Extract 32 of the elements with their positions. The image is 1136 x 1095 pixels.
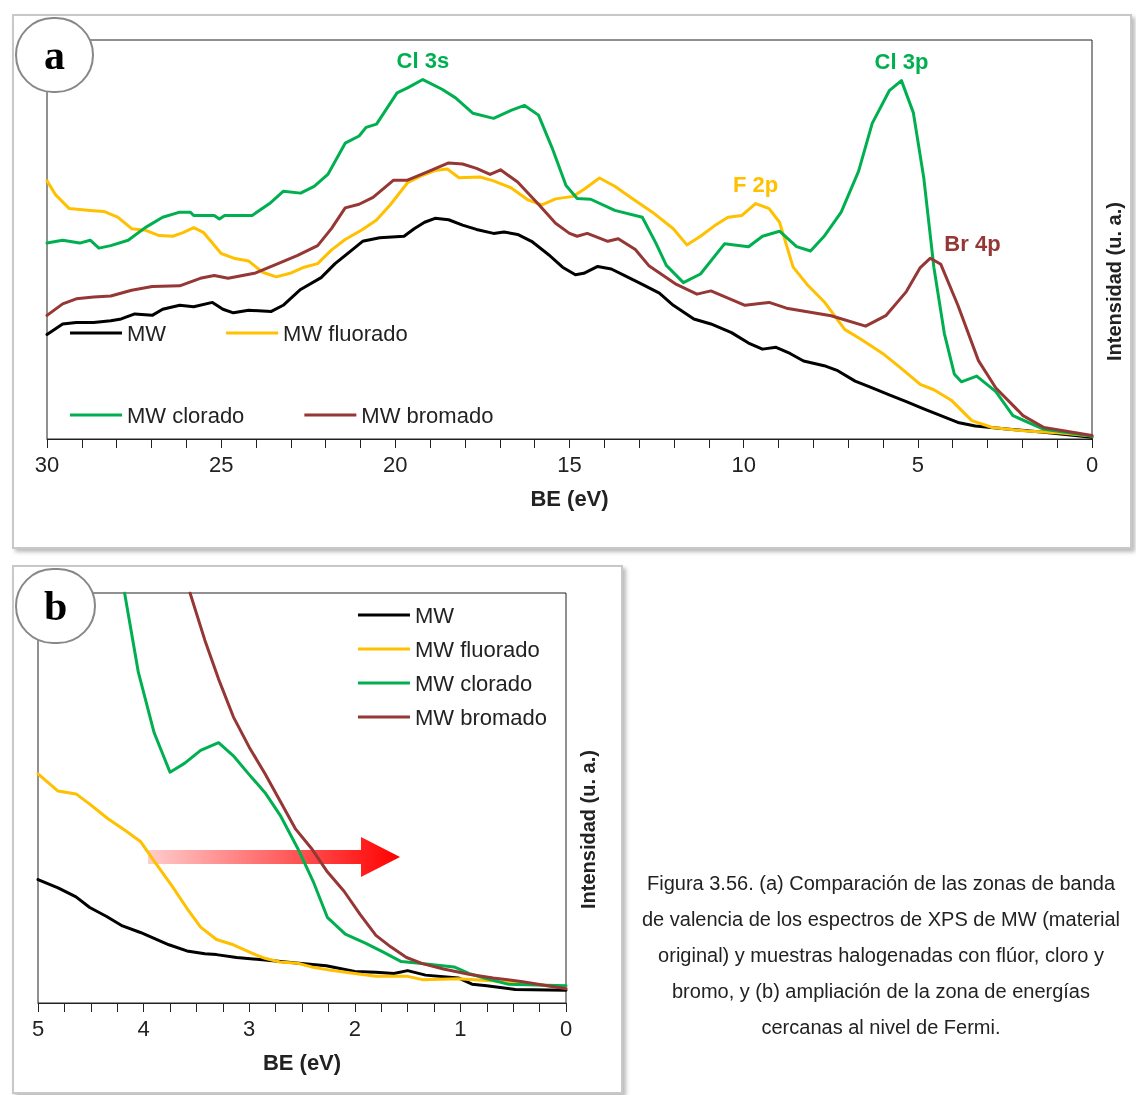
legend-label: MW bromado — [361, 402, 494, 428]
x-tick-label: 30 — [34, 451, 60, 477]
x-tick-label: 0 — [1085, 451, 1099, 477]
x-tick-label: 20 — [383, 451, 408, 477]
x-tick-label: 0 — [559, 1015, 573, 1041]
x-tick-label: 1 — [454, 1015, 467, 1041]
x-tick-label: 10 — [731, 451, 756, 477]
legend-label: MW clorado — [414, 670, 533, 696]
chart-title: b — [44, 583, 68, 629]
annotation: Cl 3s — [396, 48, 450, 74]
x-tick-label: 25 — [208, 451, 234, 477]
legend-label: MW fluorado — [414, 636, 540, 662]
y-axis-title: Intensidad (u. a.) — [577, 750, 599, 909]
x-tick-label: 5 — [911, 451, 924, 477]
legend-label: MW bromado — [414, 704, 548, 730]
text: Figura 3.56. (a) Comparación de las zonas de banda de valencia de los espectros de XPS de MW (material original) y muestras halogenadas con flúor, cloro y bromo, y (b) ampliación de la zona de energías cercanas al nivel de Fermi. — [641, 871, 1121, 1040]
legend-label: MW fluorado — [283, 320, 408, 346]
legend-label: MW — [127, 320, 167, 346]
chart-title: a — [44, 32, 65, 78]
x-tick-label: 5 — [31, 1015, 45, 1041]
x-axis-title: BE (eV) — [262, 1049, 342, 1075]
legend-label: MW — [414, 602, 455, 628]
x-tick-label: 3 — [243, 1015, 256, 1041]
annotation: F 2p — [732, 172, 779, 198]
x-tick-label: 2 — [348, 1015, 361, 1041]
x-tick-label: 15 — [557, 451, 582, 477]
x-axis-title: BE (eV) — [530, 485, 609, 511]
legend-label: MW clorado — [127, 402, 245, 428]
annotation: Br 4p — [944, 230, 1001, 256]
x-tick-label: 4 — [137, 1015, 150, 1041]
y-axis-title: Intensidad (u. a.) — [1103, 202, 1125, 361]
annotation: Cl 3p — [874, 49, 929, 75]
